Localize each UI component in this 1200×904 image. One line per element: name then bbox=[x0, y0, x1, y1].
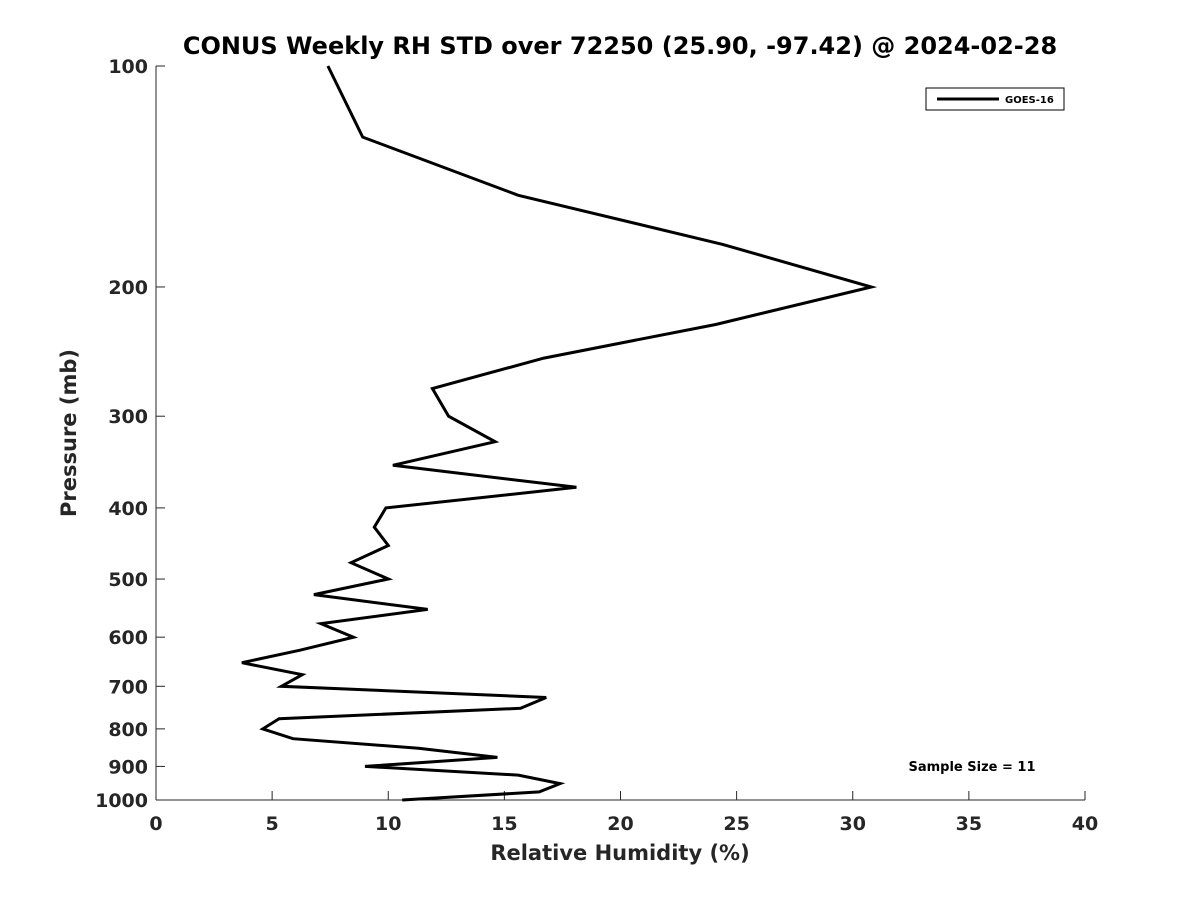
x-tick-label-20: 20 bbox=[607, 813, 633, 835]
y-tick-label-500: 500 bbox=[108, 569, 148, 591]
series-line-goes-16 bbox=[241, 65, 878, 802]
y-tick-label-700: 700 bbox=[108, 676, 148, 698]
x-tick-label-5: 5 bbox=[266, 813, 279, 835]
x-tick-label-10: 10 bbox=[375, 813, 401, 835]
plot-area bbox=[156, 66, 1085, 800]
y-axis-label: Pressure (mb) bbox=[57, 349, 81, 517]
series-group bbox=[241, 65, 878, 802]
y-tick-label-1000: 1000 bbox=[95, 790, 148, 812]
y-tick-label-800: 800 bbox=[108, 719, 148, 741]
y-tick-label-100: 100 bbox=[108, 56, 148, 78]
y-tick-label-300: 300 bbox=[108, 406, 148, 428]
y-tick-label-400: 400 bbox=[108, 498, 148, 520]
x-tick-label-0: 0 bbox=[149, 813, 162, 835]
y-tick-label-200: 200 bbox=[108, 277, 148, 299]
x-tick-label-15: 15 bbox=[491, 813, 517, 835]
x-axis: 0 5 10 15 20 25 30 35 40 bbox=[149, 791, 1098, 835]
legend-label-goes-16: GOES-16 bbox=[1005, 95, 1054, 106]
legend: GOES-16 bbox=[925, 87, 1065, 111]
y-tick-label-900: 900 bbox=[108, 756, 148, 778]
x-tick-label-40: 40 bbox=[1072, 813, 1098, 835]
chart-title: CONUS Weekly RH STD over 72250 (25.90, -… bbox=[183, 32, 1057, 60]
x-tick-label-30: 30 bbox=[840, 813, 866, 835]
x-axis-label: Relative Humidity (%) bbox=[490, 841, 749, 865]
y-tick-label-600: 600 bbox=[108, 627, 148, 649]
y-axis: 100 200 300 400 500 600 700 800 900 1000 bbox=[95, 56, 165, 812]
x-tick-label-25: 25 bbox=[723, 813, 749, 835]
x-tick-label-35: 35 bbox=[956, 813, 982, 835]
sample-size-annotation: Sample Size = 11 bbox=[908, 760, 1035, 775]
